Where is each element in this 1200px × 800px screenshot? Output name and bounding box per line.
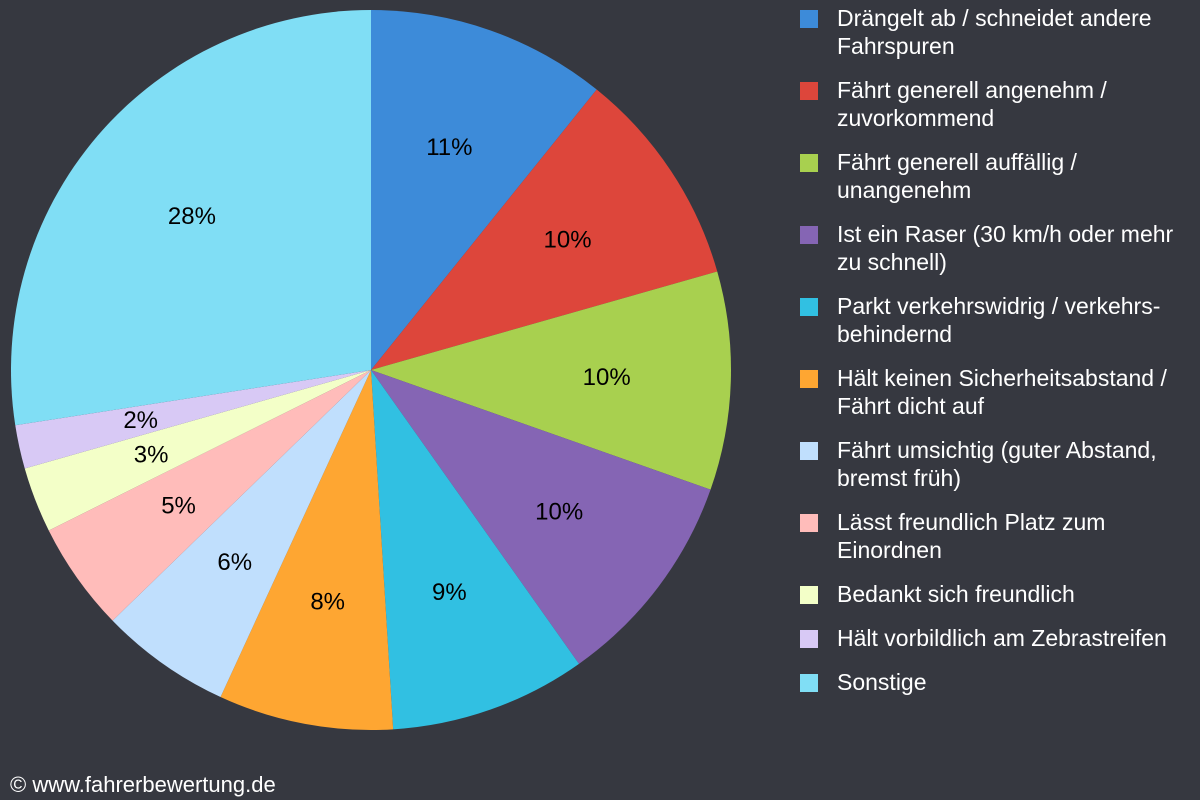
legend-label: Fährt generell angenehm / zuvorkommend bbox=[837, 77, 1107, 131]
pie-slice-haelt-vorbildlich-am-zebrastreifen bbox=[15, 370, 371, 469]
pie-slice-laesst-freundlich-platz-zum-einordnen bbox=[48, 370, 372, 621]
legend-item-parkt-verkehrswidrig-verkehrs-behindernd: Parkt verkehrswidrig / verkehrs-behinder… bbox=[800, 292, 1195, 348]
legend-swatch bbox=[800, 370, 818, 388]
legend-item-laesst-freundlich-platz-zum-einordnen: Lässt freundlich Platz zum Einordnen bbox=[800, 508, 1195, 564]
legend-swatch bbox=[800, 226, 818, 244]
legend-label: Fährt generell auffällig / unangenehm bbox=[837, 149, 1077, 203]
legend-item-bedankt-sich-freundlich: Bedankt sich freundlich bbox=[800, 580, 1195, 608]
legend-swatch bbox=[800, 10, 818, 28]
legend-label: Ist ein Raser (30 km/h oder mehr zu schn… bbox=[837, 221, 1174, 275]
pie-slice-haelt-keinen-sicherheitsabstand-faehrt-dicht-auf bbox=[220, 370, 394, 730]
legend-item-sonstige: Sonstige bbox=[800, 668, 1195, 696]
slice-value-label: 6% bbox=[217, 549, 252, 576]
slice-value-label: 10% bbox=[544, 226, 592, 253]
legend-swatch bbox=[800, 674, 818, 692]
legend-swatch bbox=[800, 154, 818, 172]
chart-legend: Drängelt ab / schneidet andere Fahrspure… bbox=[800, 4, 1195, 712]
legend-item-haelt-vorbildlich-am-zebrastreifen: Hält vorbildlich am Zebrastreifen bbox=[800, 624, 1195, 652]
slice-value-label: 2% bbox=[123, 407, 158, 434]
slice-value-label: 8% bbox=[310, 588, 345, 615]
pie-slice-ist-ein-raser-30-km-h-oder-mehr-zu-schnell bbox=[371, 370, 711, 664]
legend-item-faehrt-generell-angenehm-zuvorkommend: Fährt generell angenehm / zuvorkommend bbox=[800, 76, 1195, 132]
legend-label: Bedankt sich freundlich bbox=[837, 581, 1075, 607]
legend-swatch bbox=[800, 514, 818, 532]
pie-slice-faehrt-generell-auffaellig-unangenehm bbox=[371, 271, 731, 490]
legend-label: Parkt verkehrswidrig / verkehrs-behinder… bbox=[837, 293, 1161, 347]
pie-slice-sonstige bbox=[10, 10, 372, 426]
slice-value-label: 28% bbox=[168, 203, 216, 230]
copyright-notice: © www.fahrerbewertung.de bbox=[10, 772, 276, 797]
legend-swatch bbox=[800, 442, 818, 460]
legend-item-haelt-keinen-sicherheitsabstand-faehrt-dicht-auf: Hält keinen Sicherheitsabstand / Fährt d… bbox=[800, 364, 1195, 420]
legend-label: Hält keinen Sicherheitsabstand / Fährt d… bbox=[837, 365, 1167, 419]
legend-label: Fährt umsichtig (guter Abstand, bremst f… bbox=[837, 437, 1157, 491]
pie-slice-draengelt-ab-schneidet-andere-fahrspuren bbox=[371, 10, 597, 370]
pie-slice-faehrt-umsichtig-guter-abstand-bremst-frueh bbox=[112, 370, 372, 698]
slice-value-label: 3% bbox=[134, 442, 169, 469]
legend-item-faehrt-umsichtig-guter-abstand-bremst-frueh: Fährt umsichtig (guter Abstand, bremst f… bbox=[800, 436, 1195, 492]
pie-slice-parkt-verkehrswidrig-verkehrs-behindernd bbox=[371, 370, 579, 730]
slice-value-label: 11% bbox=[426, 134, 472, 161]
legend-label: Drängelt ab / schneidet andere Fahrspure… bbox=[837, 5, 1152, 59]
legend-swatch bbox=[800, 586, 818, 604]
legend-item-ist-ein-raser-30-km-h-oder-mehr-zu-schnell: Ist ein Raser (30 km/h oder mehr zu schn… bbox=[800, 220, 1195, 276]
slice-value-label: 9% bbox=[432, 579, 467, 606]
pie-slice-bedankt-sich-freundlich bbox=[24, 370, 372, 531]
slice-value-label: 5% bbox=[161, 493, 196, 520]
pie-slice-faehrt-generell-angenehm-zuvorkommend bbox=[371, 89, 718, 370]
slice-value-label: 10% bbox=[535, 499, 583, 526]
legend-swatch bbox=[800, 298, 818, 316]
legend-item-draengelt-ab-schneidet-andere-fahrspuren: Drängelt ab / schneidet andere Fahrspure… bbox=[800, 4, 1195, 60]
legend-label: Lässt freundlich Platz zum Einordnen bbox=[837, 509, 1106, 563]
legend-swatch bbox=[800, 82, 818, 100]
slice-value-label: 10% bbox=[583, 364, 631, 391]
legend-item-faehrt-generell-auffaellig-unangenehm: Fährt generell auffällig / unangenehm bbox=[800, 148, 1195, 204]
legend-label: Hält vorbildlich am Zebrastreifen bbox=[837, 625, 1167, 651]
legend-swatch bbox=[800, 630, 818, 648]
legend-label: Sonstige bbox=[837, 669, 927, 695]
